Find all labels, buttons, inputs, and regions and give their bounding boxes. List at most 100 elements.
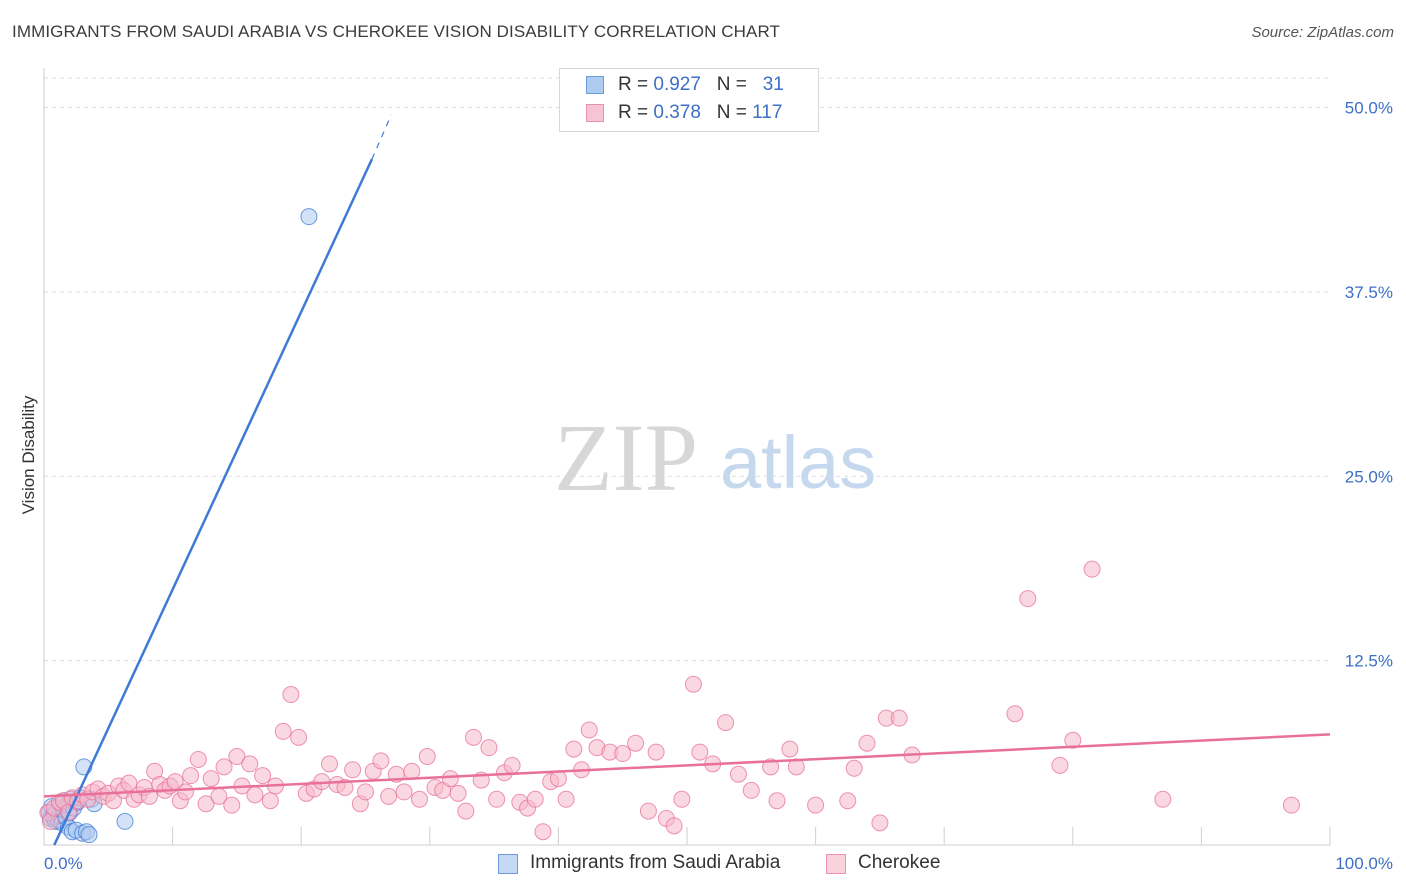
legend-n-value: 31 [762, 74, 784, 95]
y-axis-label: Vision Disability [19, 395, 38, 514]
point-saudi [80, 826, 98, 844]
legend-n-label: N = [716, 102, 753, 123]
point-cherokee [228, 748, 246, 765]
point-cherokee [1154, 790, 1172, 808]
point-cherokee [781, 740, 799, 758]
point-saudi [300, 208, 318, 226]
point-cherokee [336, 778, 354, 796]
point-cherokee [858, 734, 876, 752]
point-cherokee [729, 765, 747, 783]
y-tick-label: 12.5% [1345, 652, 1393, 671]
point-cherokee [526, 790, 544, 808]
point-cherokee [684, 675, 702, 693]
x-tick-label: 100.0% [1335, 854, 1393, 873]
bottom-legend-swatch-pink [826, 854, 846, 874]
legend-n-label: N = [716, 74, 753, 95]
point-cherokee [742, 781, 760, 799]
point-cherokee [282, 686, 300, 704]
point-cherokee [403, 762, 421, 780]
point-cherokee [441, 770, 459, 788]
legend: R = 0.927 N = 31 R = 0.378 N = 117 [559, 68, 819, 132]
point-cherokee [480, 739, 498, 757]
legend-swatch-blue [586, 76, 604, 94]
point-cherokee [465, 728, 483, 746]
legend-r-label: R = [618, 102, 654, 123]
source-credit: Source: ZipAtlas.com [1251, 24, 1394, 41]
legend-text: R = 0.927 N = 31 [618, 74, 784, 96]
point-cherokee [1282, 796, 1300, 814]
point-cherokee [565, 740, 583, 758]
point-cherokee [357, 783, 374, 801]
chart-title: IMMIGRANTS FROM SAUDI ARABIA VS CHEROKEE… [12, 22, 781, 41]
point-cherokee [717, 714, 735, 732]
point-cherokee [503, 756, 521, 774]
bottom-legend: Immigrants from Saudi Arabia Cherokee [0, 852, 1406, 878]
trend-line-saudi-extension [371, 114, 392, 160]
point-cherokee [197, 795, 215, 813]
point-cherokee [614, 745, 632, 763]
watermark-atlas: atlas [720, 421, 876, 504]
point-cherokee [202, 770, 220, 788]
point-cherokee [457, 802, 475, 820]
point-cherokee [395, 783, 413, 801]
point-cherokee [254, 767, 272, 785]
axis-layer: 12.5% 25.0% 37.5% 50.0% 0.0% 100.0% [43, 68, 1393, 873]
point-cherokee [1064, 731, 1082, 749]
watermark: ZIP atlas [554, 404, 876, 511]
point-cherokee [665, 817, 683, 835]
point-cherokee [241, 755, 259, 773]
point-cherokee [189, 750, 207, 768]
grid-layer [44, 77, 1330, 662]
watermark-zip: ZIP [554, 404, 698, 511]
points-layer [39, 208, 1300, 844]
point-cherokee [246, 786, 264, 804]
y-tick-label: 25.0% [1345, 467, 1393, 486]
trend-layer [43, 114, 1331, 846]
point-cherokee [639, 802, 657, 820]
point-cherokee [488, 790, 506, 808]
bottom-legend-label: Cherokee [858, 852, 941, 873]
bottom-legend-label: Immigrants from Saudi Arabia [530, 852, 781, 873]
legend-r-value: 0.378 [653, 102, 701, 123]
point-cherokee [290, 728, 308, 746]
point-cherokee [274, 722, 292, 740]
point-cherokee [261, 792, 279, 810]
point-cherokee [534, 823, 552, 841]
legend-swatch-pink [586, 104, 604, 122]
point-cherokee [691, 743, 709, 761]
point-cherokee [372, 752, 390, 770]
point-cherokee [380, 787, 398, 805]
point-cherokee [1051, 756, 1069, 774]
point-cherokee [762, 758, 780, 776]
trend-line-saudi [53, 158, 374, 846]
point-cherokee [557, 790, 575, 808]
legend-n-value: 117 [752, 102, 783, 123]
point-cherokee [787, 758, 805, 776]
point-cherokee [647, 743, 665, 761]
legend-r-value: 0.927 [653, 74, 701, 95]
point-saudi [116, 812, 134, 830]
trend-line-cherokee [43, 733, 1331, 798]
point-cherokee [223, 796, 241, 814]
point-cherokee [845, 759, 863, 777]
point-cherokee [418, 748, 436, 765]
point-cherokee [580, 721, 598, 739]
point-cherokee [320, 755, 338, 773]
x-tick-label: 0.0% [44, 854, 83, 873]
y-tick-label: 50.0% [1345, 99, 1393, 118]
legend-r-label: R = [618, 74, 654, 95]
point-cherokee [673, 790, 691, 808]
point-cherokee [768, 792, 786, 810]
point-cherokee [411, 790, 429, 808]
point-cherokee [449, 784, 467, 802]
point-cherokee [1083, 560, 1101, 578]
point-cherokee [215, 758, 233, 776]
point-cherokee [890, 709, 908, 727]
point-cherokee [1019, 590, 1037, 608]
legend-text: R = 0.378 N = 117 [618, 102, 782, 124]
point-cherokee [182, 767, 200, 785]
point-cherokee [344, 761, 362, 779]
point-cherokee [176, 783, 194, 801]
point-cherokee [627, 734, 645, 752]
